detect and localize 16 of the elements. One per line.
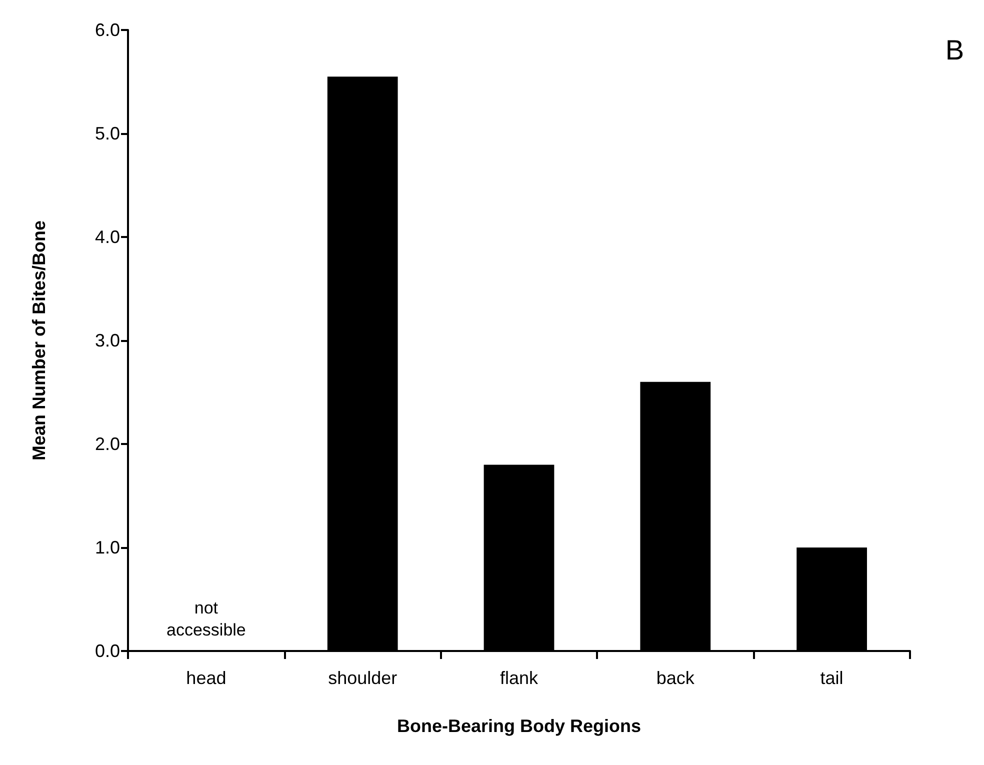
y-tick-label: 2.0 bbox=[94, 434, 120, 454]
y-axis-title: Mean Number of Bites/Bone bbox=[29, 220, 49, 461]
y-tick-label: 1.0 bbox=[94, 538, 120, 558]
x-tick-label: tail bbox=[820, 668, 844, 688]
y-tick-label: 0.0 bbox=[94, 641, 120, 661]
x-tick-label: back bbox=[656, 668, 696, 688]
y-tick-label: 4.0 bbox=[94, 227, 120, 247]
y-tick-label: 5.0 bbox=[94, 124, 120, 144]
x-axis-title: Bone-Bearing Body Regions bbox=[396, 716, 642, 736]
annotation: not accessible bbox=[166, 598, 246, 640]
y-tick-label: 6.0 bbox=[94, 20, 120, 40]
y-tick-label: 3.0 bbox=[94, 330, 120, 350]
x-tick-label: flank bbox=[500, 668, 540, 688]
x-tick-label: shoulder bbox=[328, 668, 398, 688]
text: B bbox=[945, 34, 964, 66]
x-tick-label: head bbox=[186, 668, 226, 688]
